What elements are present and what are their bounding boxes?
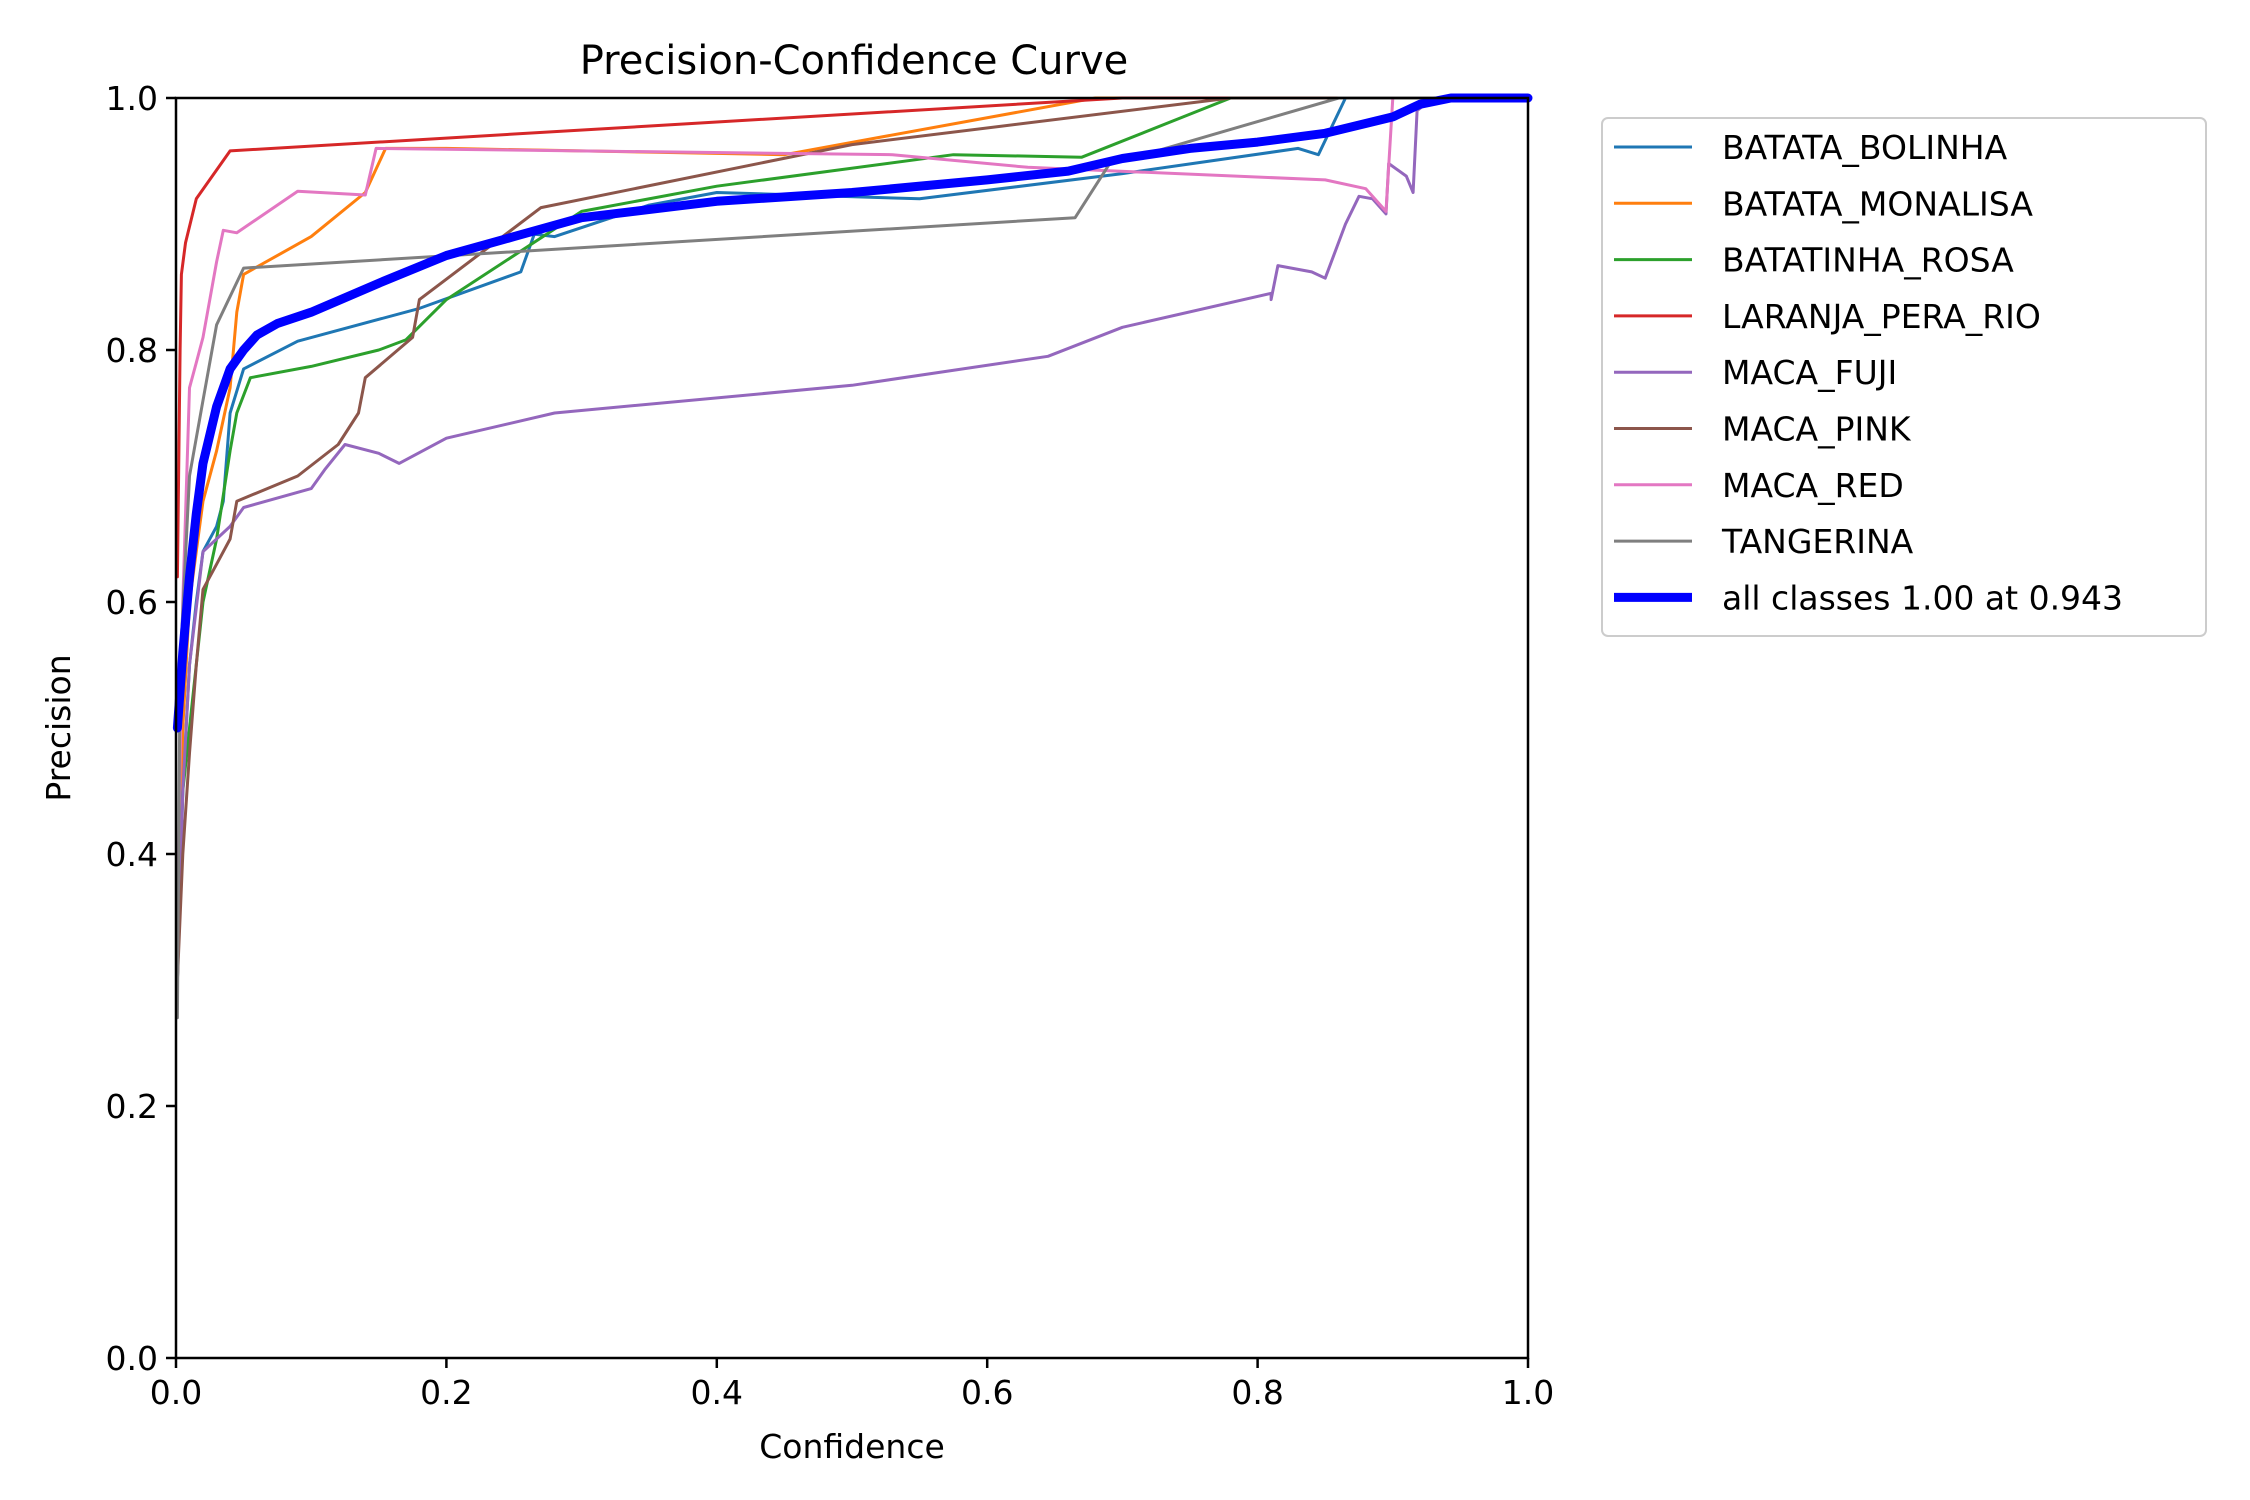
- series-lines: [172, 93, 1533, 1020]
- legend-label: BATATINHA_ROSA: [1722, 241, 2014, 280]
- legend-label: LARANJA_PERA_RIO: [1722, 297, 2041, 336]
- y-tick-label: 0.4: [106, 835, 158, 874]
- chart-title: Precision-Confidence Curve: [580, 38, 1129, 84]
- legend-label: MACA_PINK: [1722, 410, 1912, 449]
- series-line-maca-pink: [175, 96, 1530, 982]
- y-tick-label: 0.6: [106, 583, 158, 622]
- series-line-batatinha-rosa: [175, 96, 1530, 919]
- x-tick-label: 0.8: [1231, 1373, 1283, 1412]
- x-tick-label: 0.0: [150, 1373, 202, 1412]
- y-tick-label: 0.0: [106, 1339, 158, 1378]
- y-axis-ticks: 0.0 0.2 0.4 0.6 0.8 1.0: [106, 79, 176, 1378]
- x-axis-label: Confidence: [759, 1427, 945, 1466]
- y-tick-label: 0.8: [106, 331, 158, 370]
- legend-label: TANGERINA: [1721, 522, 1914, 561]
- plot-frame: [174, 96, 1530, 1360]
- legend-label: BATATA_MONALISA: [1722, 184, 2033, 223]
- y-tick-label: 0.2: [106, 1087, 158, 1126]
- series-line-laranja-pera-rio: [175, 96, 1530, 579]
- x-tick-label: 0.4: [691, 1373, 743, 1412]
- series-line-maca-red: [175, 96, 1530, 919]
- y-tick-label: 1.0: [106, 79, 158, 118]
- y-axis-label: Precision: [39, 654, 78, 801]
- legend-label: MACA_RED: [1722, 466, 1904, 505]
- legend: BATATA_BOLINHA BATATA_MONALISA BATATINHA_R…: [1601, 117, 2207, 637]
- legend-label: MACA_FUJI: [1722, 353, 1897, 392]
- legend-label: all classes 1.00 at 0.943: [1722, 578, 2123, 617]
- x-tick-label: 0.6: [961, 1373, 1013, 1412]
- legend-label: BATATA_BOLINHA: [1722, 128, 2008, 167]
- x-tick-label: 1.0: [1502, 1373, 1554, 1412]
- series-line-tangerina: [175, 96, 1530, 1020]
- series-line-all-classes-1-00-at-0-943: [172, 93, 1533, 733]
- x-axis-ticks: 0.0 0.2 0.4 0.6 0.8 1.0: [150, 1358, 1554, 1412]
- x-tick-label: 0.2: [420, 1373, 472, 1412]
- legend-box: [1601, 117, 2207, 637]
